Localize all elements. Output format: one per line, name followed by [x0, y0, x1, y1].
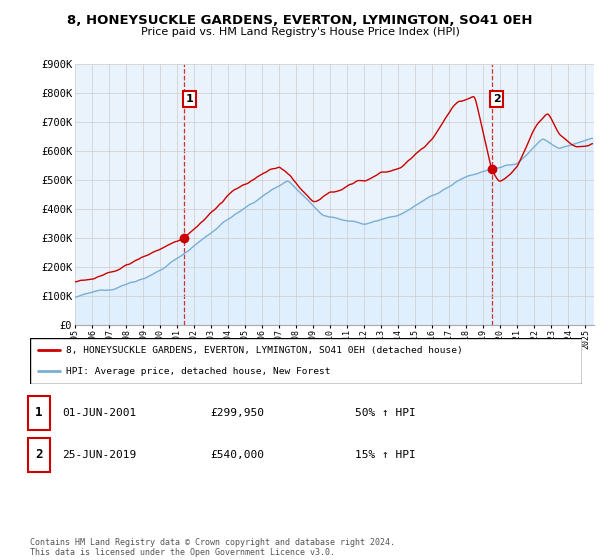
Text: 2: 2 — [35, 449, 43, 461]
Text: 15% ↑ HPI: 15% ↑ HPI — [355, 450, 416, 460]
Text: 25-JUN-2019: 25-JUN-2019 — [62, 450, 136, 460]
Text: 8, HONEYSUCKLE GARDENS, EVERTON, LYMINGTON, SO41 0EH (detached house): 8, HONEYSUCKLE GARDENS, EVERTON, LYMINGT… — [66, 346, 463, 354]
Text: 50% ↑ HPI: 50% ↑ HPI — [355, 408, 416, 418]
Text: £299,950: £299,950 — [210, 408, 264, 418]
Text: Price paid vs. HM Land Registry's House Price Index (HPI): Price paid vs. HM Land Registry's House … — [140, 27, 460, 37]
Text: £540,000: £540,000 — [210, 450, 264, 460]
Text: 2: 2 — [493, 94, 500, 104]
Bar — [28, 438, 50, 472]
Text: 1: 1 — [35, 407, 43, 419]
Text: Contains HM Land Registry data © Crown copyright and database right 2024.
This d: Contains HM Land Registry data © Crown c… — [30, 538, 395, 557]
Bar — [28, 396, 50, 430]
Text: 1: 1 — [185, 94, 193, 104]
Text: 01-JUN-2001: 01-JUN-2001 — [62, 408, 136, 418]
Text: 8, HONEYSUCKLE GARDENS, EVERTON, LYMINGTON, SO41 0EH: 8, HONEYSUCKLE GARDENS, EVERTON, LYMINGT… — [67, 14, 533, 27]
Text: HPI: Average price, detached house, New Forest: HPI: Average price, detached house, New … — [66, 367, 331, 376]
